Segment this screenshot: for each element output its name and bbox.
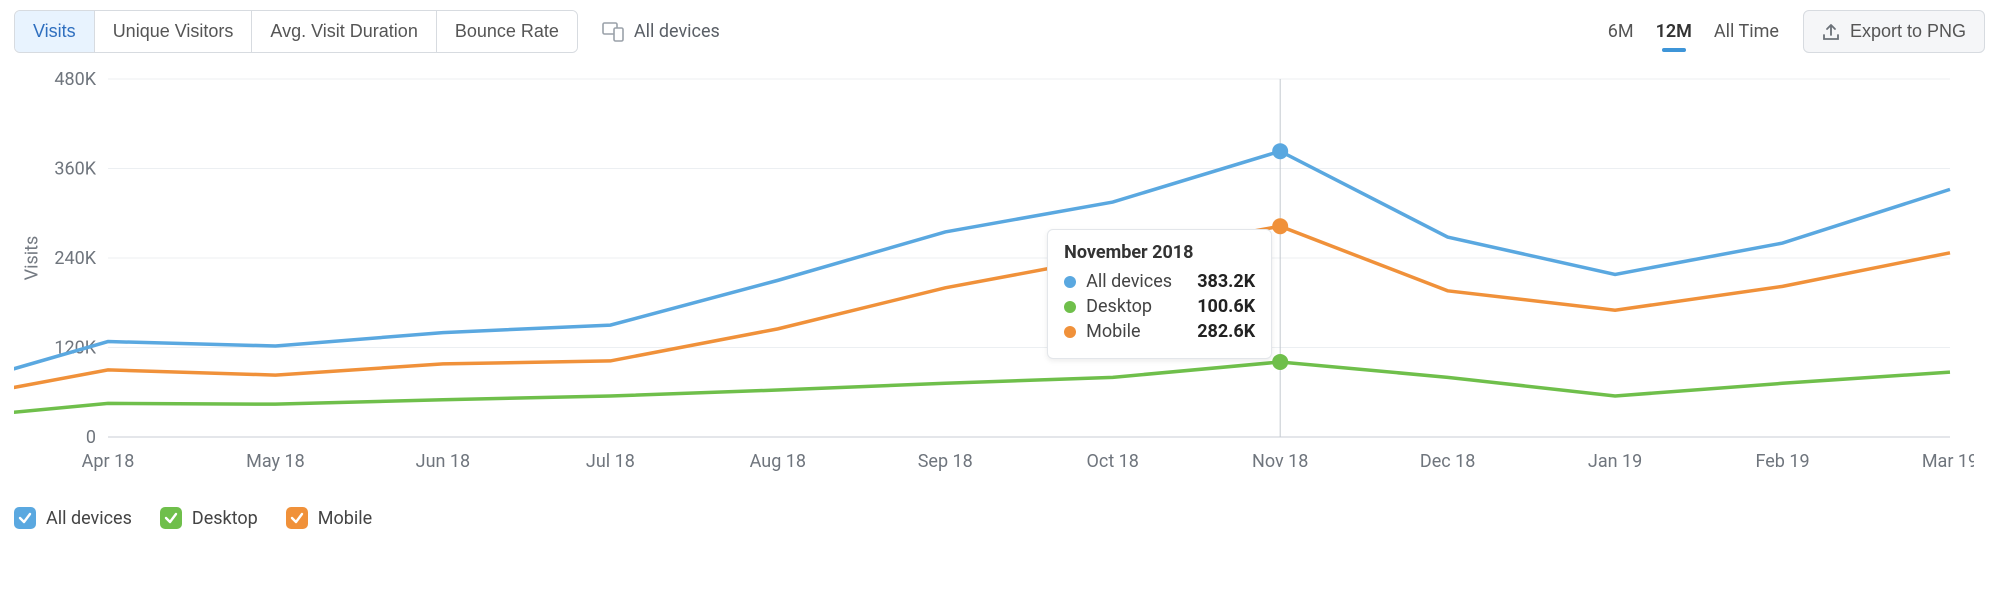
range-tab[interactable]: 12M	[1656, 17, 1692, 46]
metric-tab[interactable]: Unique Visitors	[95, 11, 253, 52]
tooltip-rows: All devices 383.2K Desktop 100.6K Mobile 282.…	[1064, 271, 1255, 342]
svg-text:Aug 18: Aug 18	[750, 451, 806, 472]
chart-tooltip: November 2018 All devices 383.2K Desktop 10…	[1047, 229, 1272, 359]
metric-tab[interactable]: Avg. Visit Duration	[252, 11, 436, 52]
toolbar: VisitsUnique VisitorsAvg. Visit Duration…	[14, 10, 1985, 53]
svg-text:May 18: May 18	[246, 451, 305, 472]
tooltip-dot	[1064, 301, 1076, 313]
tooltip-dot	[1064, 326, 1076, 338]
legend-item[interactable]: Mobile	[286, 507, 372, 529]
tooltip-series-value: 383.2K	[1197, 271, 1255, 292]
svg-text:Jun 18: Jun 18	[416, 451, 471, 472]
tooltip-series-label: Desktop	[1086, 296, 1187, 317]
svg-text:Mar 19: Mar 19	[1922, 451, 1974, 472]
legend-checkbox[interactable]	[160, 507, 182, 529]
tooltip-series-label: Mobile	[1086, 321, 1187, 342]
chart-container: Visits 0120K240K360K480KApr 18May 18Jun …	[14, 63, 1985, 493]
svg-text:360K: 360K	[54, 159, 96, 180]
export-icon	[1822, 23, 1840, 41]
svg-text:Jul 18: Jul 18	[586, 451, 635, 472]
svg-text:Sep 18: Sep 18	[918, 451, 973, 472]
device-filter-label: All devices	[634, 21, 720, 42]
legend-label: Desktop	[192, 508, 258, 529]
legend-label: Mobile	[318, 508, 372, 529]
tooltip-dot	[1064, 276, 1076, 288]
legend-checkbox[interactable]	[14, 507, 36, 529]
y-axis-label: Visits	[22, 236, 43, 281]
legend-item[interactable]: Desktop	[160, 507, 258, 529]
range-tab[interactable]: 6M	[1608, 17, 1634, 46]
export-label: Export to PNG	[1850, 21, 1966, 42]
svg-text:Dec 18: Dec 18	[1420, 451, 1475, 472]
tooltip-row: All devices 383.2K	[1064, 271, 1255, 292]
svg-text:Jan 19: Jan 19	[1588, 451, 1642, 472]
svg-text:480K: 480K	[54, 69, 96, 90]
legend-item[interactable]: All devices	[14, 507, 132, 529]
svg-text:240K: 240K	[54, 248, 96, 269]
device-filter[interactable]: All devices	[602, 21, 720, 42]
tooltip-series-value: 282.6K	[1197, 321, 1255, 342]
legend-checkbox[interactable]	[286, 507, 308, 529]
tooltip-row: Mobile 282.6K	[1064, 321, 1255, 342]
tooltip-series-label: All devices	[1086, 271, 1187, 292]
metric-tab-group: VisitsUnique VisitorsAvg. Visit Duration…	[14, 10, 578, 53]
svg-text:0: 0	[86, 427, 96, 448]
visits-line-chart: 0120K240K360K480KApr 18May 18Jun 18Jul 1…	[14, 63, 1974, 493]
svg-text:Oct 18: Oct 18	[1087, 451, 1139, 472]
svg-text:Apr 18: Apr 18	[82, 451, 135, 472]
svg-text:Feb 19: Feb 19	[1755, 451, 1809, 472]
range-tab-group: 6M 12M All Time	[1608, 17, 1779, 46]
legend: All devices Desktop Mobile	[14, 507, 1985, 529]
tooltip-series-value: 100.6K	[1197, 296, 1255, 317]
export-button[interactable]: Export to PNG	[1803, 10, 1985, 53]
tooltip-title: November 2018	[1064, 242, 1255, 263]
devices-icon	[602, 22, 624, 42]
svg-text:Nov 18: Nov 18	[1252, 451, 1308, 472]
range-tab[interactable]: All Time	[1714, 17, 1779, 46]
legend-label: All devices	[46, 508, 132, 529]
tooltip-row: Desktop 100.6K	[1064, 296, 1255, 317]
metric-tab[interactable]: Visits	[15, 11, 95, 52]
metric-tab[interactable]: Bounce Rate	[437, 11, 577, 52]
